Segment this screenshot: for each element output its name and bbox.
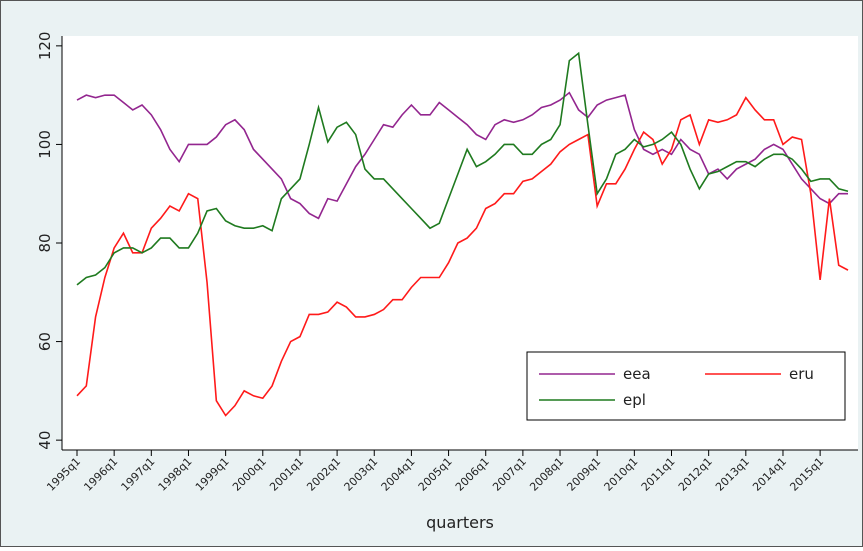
series-line <box>76 51 849 286</box>
legend-label: eru <box>789 365 814 383</box>
y-tick-label: 40 <box>36 431 54 450</box>
legend-label: epl <box>623 391 646 409</box>
legend-box <box>526 351 846 421</box>
y-tick-label: 80 <box>36 233 54 252</box>
y-tick-label: 120 <box>36 32 54 61</box>
y-tick-label: 60 <box>36 332 54 351</box>
legend-label: eea <box>623 365 651 383</box>
x-axis-title: quarters <box>426 513 494 532</box>
series-line <box>76 96 849 417</box>
y-tick-label: 100 <box>36 130 54 159</box>
